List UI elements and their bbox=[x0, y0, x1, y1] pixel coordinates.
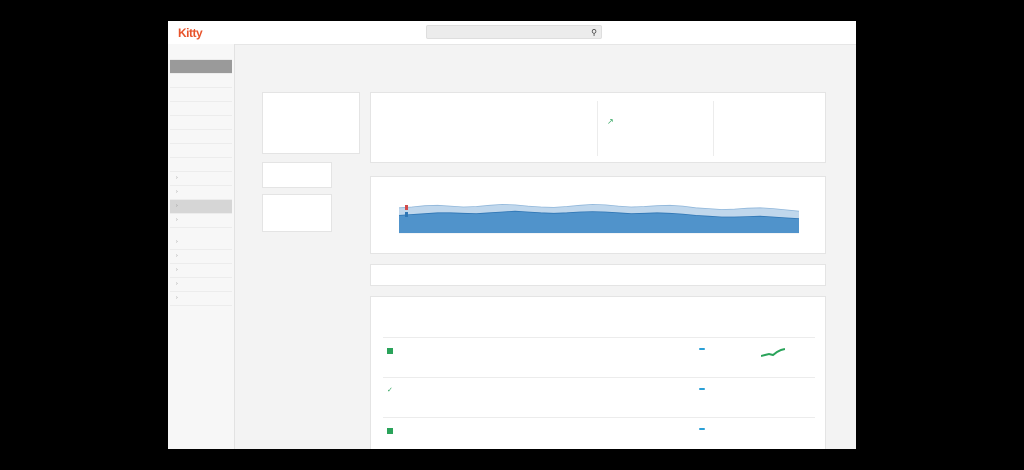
tag-chip[interactable] bbox=[282, 187, 288, 189]
sidebar-item[interactable]: › bbox=[170, 186, 232, 200]
chevron-right-icon: › bbox=[176, 239, 178, 245]
chevron-right-icon: › bbox=[176, 267, 178, 273]
summary-card bbox=[262, 92, 360, 154]
data-table: ✓ bbox=[370, 296, 826, 449]
table-row[interactable]: ✓ bbox=[383, 377, 815, 418]
chart-marker[interactable] bbox=[405, 205, 408, 210]
chart-marker[interactable] bbox=[405, 212, 408, 217]
breadcrumb bbox=[260, 27, 266, 37]
chevron-right-icon: › bbox=[176, 175, 178, 181]
tag-card-1-tags bbox=[268, 176, 292, 194]
status-badge bbox=[699, 348, 705, 350]
chevron-right-icon: › bbox=[176, 203, 178, 209]
app-window: Kitty ⚲ › › › › › › › › › bbox=[168, 21, 856, 449]
chart-series-area-2 bbox=[399, 211, 799, 233]
area-chart-card bbox=[370, 176, 826, 254]
chevron-right-icon: › bbox=[176, 281, 178, 287]
sidebar-item bbox=[170, 46, 232, 60]
sparkline bbox=[761, 348, 785, 357]
chevron-right-icon: › bbox=[176, 295, 178, 301]
tag-card-2-tags-row2 bbox=[268, 220, 292, 238]
kpi-row: ↗ bbox=[370, 92, 826, 163]
app-logo[interactable]: Kitty bbox=[178, 26, 203, 40]
check-icon: ✓ bbox=[387, 387, 393, 394]
chart-series-line-2 bbox=[398, 210, 800, 220]
sidebar-item[interactable]: › bbox=[170, 278, 232, 292]
sidebar-item[interactable] bbox=[170, 130, 232, 144]
sidebar: › › › › › › › › › bbox=[168, 44, 235, 449]
sidebar-item[interactable]: › bbox=[170, 264, 232, 278]
main-content: ↗ ✓ bbox=[234, 44, 856, 449]
chart-series-line-1 bbox=[398, 203, 800, 212]
tag-chip[interactable] bbox=[282, 231, 288, 233]
tag-card-1 bbox=[262, 162, 332, 188]
area-chart bbox=[398, 203, 800, 234]
tag-chip[interactable] bbox=[268, 187, 274, 189]
sidebar-item[interactable] bbox=[170, 102, 232, 116]
sidebar-item[interactable]: › bbox=[170, 236, 232, 250]
status-square-icon bbox=[387, 428, 393, 434]
chevron-right-icon: › bbox=[176, 189, 178, 195]
sidebar-item[interactable] bbox=[170, 74, 232, 88]
chevron-right-icon: › bbox=[176, 217, 178, 223]
sidebar-item[interactable]: › bbox=[170, 172, 232, 186]
top-bar: Kitty ⚲ bbox=[168, 21, 856, 45]
sidebar-item[interactable] bbox=[170, 88, 232, 102]
status-badge bbox=[699, 388, 705, 390]
search-input[interactable]: ⚲ bbox=[426, 25, 602, 39]
tag-chip[interactable] bbox=[268, 231, 274, 233]
status-badge bbox=[699, 428, 705, 430]
sidebar-item[interactable] bbox=[170, 116, 232, 130]
sidebar-item[interactable]: › bbox=[170, 214, 232, 228]
sidebar-item[interactable] bbox=[170, 60, 232, 74]
sidebar-item[interactable] bbox=[170, 158, 232, 172]
chevron-right-icon: › bbox=[176, 253, 178, 259]
tag-card-2 bbox=[262, 194, 332, 232]
filter-bar[interactable] bbox=[370, 264, 826, 286]
table-row[interactable] bbox=[383, 337, 815, 378]
sidebar-item[interactable]: › bbox=[170, 200, 232, 214]
sidebar-item[interactable]: › bbox=[170, 292, 232, 306]
table-row[interactable] bbox=[383, 417, 815, 449]
trend-up-icon: ↗ bbox=[607, 117, 614, 126]
status-square-icon bbox=[387, 348, 393, 354]
search-icon[interactable]: ⚲ bbox=[591, 28, 597, 37]
sidebar-item[interactable]: › bbox=[170, 250, 232, 264]
sidebar-item[interactable] bbox=[170, 144, 232, 158]
